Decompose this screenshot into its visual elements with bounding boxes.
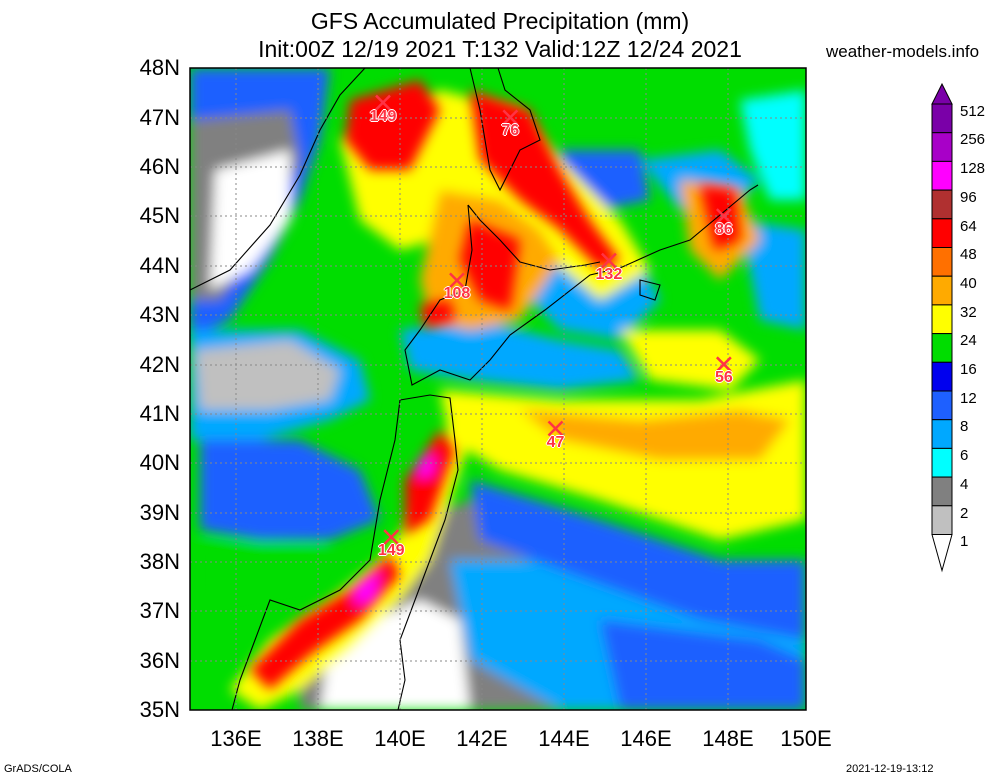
marker-cross [383, 529, 400, 546]
legend-label: 256 [960, 131, 986, 149]
marker-value: 149 [377, 542, 405, 560]
map-frame [189, 67, 807, 711]
lat-label: 41N [139, 401, 180, 426]
legend-swatch [931, 160, 953, 191]
legend-swatch [931, 304, 953, 335]
lon-label: 144E [538, 726, 590, 751]
legend-swatch [931, 419, 953, 449]
marker-cross [715, 208, 732, 225]
marker-cross [715, 356, 732, 373]
lon-label: 148E [702, 726, 754, 751]
marker-value: 47 [546, 433, 565, 451]
lat-label: 36N [139, 648, 180, 673]
precip-field [190, 68, 806, 710]
lat-label: 40N [139, 450, 180, 475]
legend-label: 32 [960, 303, 977, 321]
lat-label: 46N [139, 154, 180, 179]
marker-value: 132 [595, 265, 623, 283]
marker-cross [502, 109, 519, 126]
lon-label: 138E [292, 726, 344, 751]
legend-swatch [931, 189, 953, 220]
lon-label: 140E [374, 726, 426, 751]
footer-left: GrADS/COLA [4, 763, 72, 775]
legend-swatch [931, 476, 953, 507]
lon-label: 136E [210, 726, 262, 751]
lon-label: 146E [620, 726, 672, 751]
marker-cross [600, 252, 617, 269]
marker-cross [449, 272, 465, 289]
lon-label: 150E [780, 726, 832, 751]
marker-cross [547, 420, 564, 437]
lat-label: 47N [139, 105, 180, 130]
chart-title: GFS Accumulated Precipitation (mm) [310, 8, 690, 34]
legend-label: 48 [960, 246, 977, 264]
lat-label: 35N [139, 697, 180, 722]
legend-swatch [931, 505, 953, 535]
lat-label: 44N [139, 253, 180, 278]
legend-swatch [931, 247, 953, 277]
legend-label: 64 [960, 217, 977, 235]
legend-label: 24 [960, 332, 977, 350]
legend-swatch [931, 333, 953, 363]
lat-label: 38N [139, 549, 180, 574]
marker-value: 149 [369, 107, 397, 125]
lat-label: 42N [139, 352, 180, 377]
legend-swatch [931, 218, 953, 249]
marker-value: 108 [443, 285, 471, 303]
lat-label: 45N [139, 203, 180, 228]
legend-label: 8 [960, 418, 969, 436]
legend-swatch [931, 275, 953, 306]
legend-label: 40 [960, 274, 977, 292]
marker-crosses [375, 94, 732, 546]
marker-value: 56 [714, 369, 733, 387]
lat-label: 48N [139, 55, 180, 80]
legend-label: 128 [960, 160, 986, 178]
lon-label: 142E [456, 726, 508, 751]
legend-swatch [931, 361, 953, 392]
legend-label: 6 [960, 447, 969, 465]
legend-label: 4 [960, 475, 969, 493]
legend-swatch [931, 132, 953, 162]
marker-value: 76 [501, 122, 520, 140]
lat-label: 43N [139, 302, 180, 327]
legend-label: 12 [960, 389, 977, 407]
marker-value: 86 [714, 221, 733, 239]
footer-right: 2021-12-19-13:12 [846, 763, 934, 775]
legend-swatch [931, 103, 953, 134]
lat-label: 39N [139, 500, 180, 525]
legend-label: 16 [960, 361, 977, 378]
legend-swatch [931, 447, 953, 478]
legend-arrow-top [931, 82, 953, 105]
legend-label: 1 [960, 533, 969, 551]
site-label: weather-models.info [826, 42, 980, 61]
marker-cross [375, 94, 391, 111]
legend-label: 512 [960, 102, 986, 120]
coastlines [190, 68, 759, 710]
legend-swatch [931, 390, 953, 421]
lat-label: 37N [139, 598, 180, 623]
legend-label: 96 [960, 188, 977, 206]
graticule [190, 68, 806, 710]
legend-label: 2 [960, 504, 969, 522]
chart-subtitle: Init:00Z 12/19 2021 T:132 Valid:12Z 12/2… [258, 36, 742, 62]
